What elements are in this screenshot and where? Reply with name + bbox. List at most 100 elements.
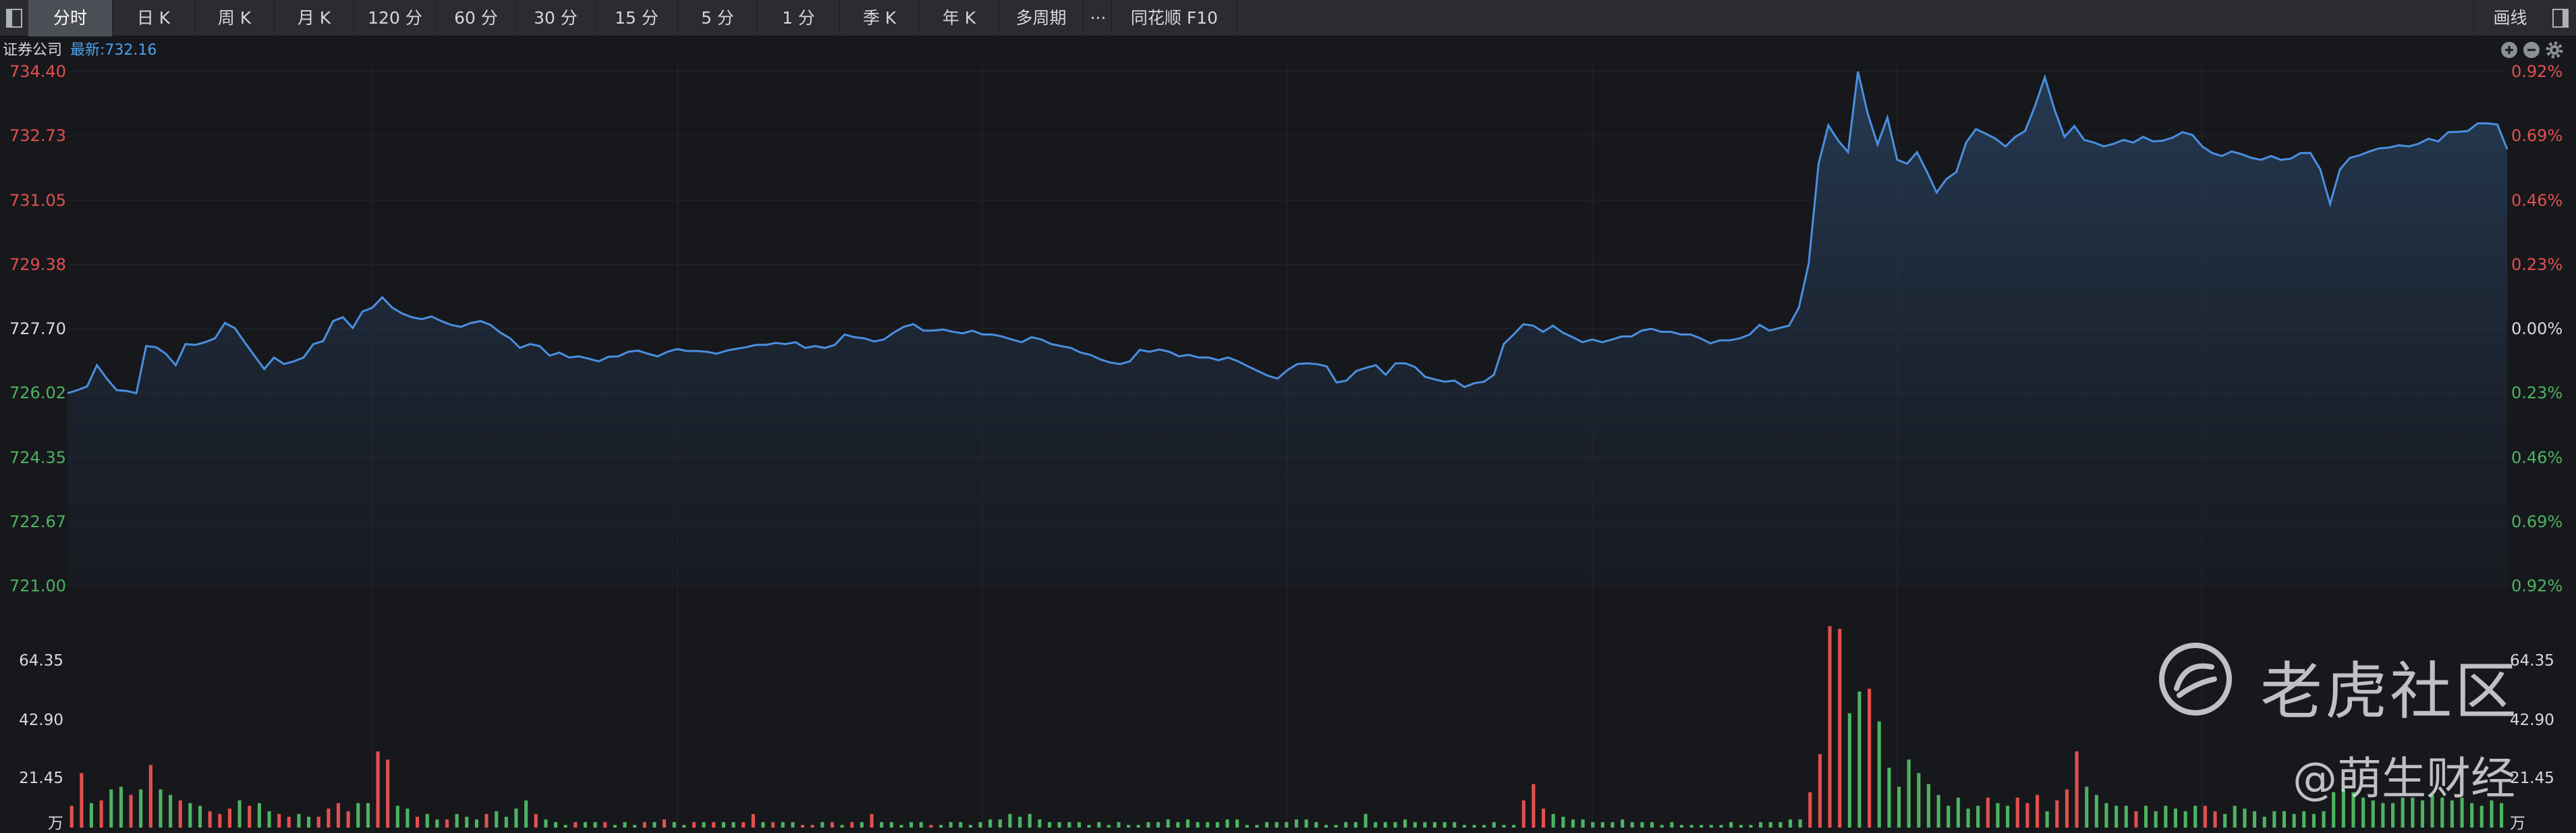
volume-bar — [474, 819, 478, 828]
volume-bar — [1868, 689, 1872, 828]
latest-price: 最新:732.16 — [70, 42, 157, 59]
volume-bar — [1295, 819, 1299, 828]
volume-bar — [672, 822, 676, 828]
volume-unit-label: 万 — [48, 815, 63, 832]
volume-bar — [1077, 822, 1081, 828]
volume-tick-label-right: 21.45 — [2510, 770, 2554, 787]
tab-1[interactable]: 日 K — [113, 0, 195, 36]
volume-bar — [1127, 825, 1131, 828]
tab-0[interactable]: 分时 — [28, 0, 113, 36]
volume-bar — [1304, 819, 1308, 828]
volume-bar — [395, 805, 399, 828]
percent-tick-label: 0.69% — [2511, 126, 2563, 146]
volume-bar — [99, 800, 103, 828]
volume-bar — [1393, 822, 1397, 828]
tab-5[interactable]: 60 分 — [437, 0, 516, 36]
volume-bar — [2312, 813, 2316, 828]
percent-tick-label: 0.92% — [2511, 576, 2563, 595]
volume-bar — [1156, 822, 1160, 828]
volume-bar — [1798, 819, 1802, 828]
volume-bar — [810, 825, 814, 828]
tiger-logo-icon — [2158, 641, 2233, 720]
volume-bar — [1008, 813, 1012, 828]
volume-bar — [2015, 797, 2019, 828]
volume-bar — [1087, 825, 1091, 828]
volume-bar — [2104, 803, 2108, 828]
volume-bar — [1779, 822, 1783, 828]
price-tick-label: 721.00 — [9, 576, 66, 595]
zoom-out-icon[interactable] — [2522, 41, 2541, 59]
watermark-author: @萌生财经 — [2293, 753, 2515, 805]
volume-bar — [1502, 825, 1506, 828]
tab-7[interactable]: 15 分 — [596, 0, 678, 36]
volume-bar — [1709, 825, 1713, 828]
zoom-in-icon[interactable] — [2500, 41, 2519, 59]
volume-bar — [2233, 805, 2237, 828]
volume-bar — [69, 805, 74, 828]
volume-bar — [2262, 816, 2266, 828]
volume-bar — [2045, 811, 2049, 828]
volume-bar — [1689, 825, 1693, 828]
volume-bar — [751, 813, 755, 828]
tab-3[interactable]: 月 K — [275, 0, 354, 36]
volume-bar — [978, 822, 982, 828]
volume-bar — [89, 803, 93, 828]
volume-bar — [2094, 795, 2098, 828]
volume-bar — [1887, 768, 1891, 828]
volume-bar — [1660, 825, 1664, 828]
tab-9[interactable]: 1 分 — [758, 0, 840, 36]
volume-bar — [663, 819, 667, 828]
volume-bar — [1551, 813, 1555, 828]
volume-bar — [1630, 822, 1634, 828]
volume-bar — [1462, 825, 1466, 828]
volume-bar — [1828, 626, 1832, 828]
volume-bar — [840, 825, 844, 828]
volume-bar — [1353, 822, 1357, 828]
volume-bar — [198, 805, 202, 828]
tab-12[interactable]: 多周期 — [999, 0, 1084, 36]
volume-bar — [1640, 822, 1644, 828]
volume-bar — [257, 803, 261, 828]
volume-bar — [2292, 813, 2296, 828]
volume-bar — [1403, 819, 1407, 828]
sidebar-toggle-icon[interactable] — [0, 0, 28, 36]
volume-bar — [366, 803, 370, 828]
tab-11[interactable]: 年 K — [920, 0, 999, 36]
volume-bar — [929, 825, 933, 828]
volume-bar — [1176, 822, 1180, 828]
tab-10[interactable]: 季 K — [840, 0, 920, 36]
tab-4[interactable]: 120 分 — [354, 0, 437, 36]
tab-2[interactable]: 周 K — [195, 0, 275, 36]
volume-bar — [2272, 811, 2276, 828]
volume-bar — [1700, 825, 1704, 828]
volume-bar — [1571, 819, 1575, 828]
volume-bar — [1966, 808, 1970, 828]
volume-bar — [563, 825, 567, 828]
volume-bar — [2253, 811, 2257, 828]
volume-bar — [1729, 822, 1733, 828]
volume-bar — [623, 822, 627, 828]
tab-8[interactable]: 5 分 — [678, 0, 758, 36]
volume-bar — [573, 822, 578, 828]
panel-toggle-icon[interactable] — [2546, 0, 2575, 36]
volume-bar — [712, 822, 716, 828]
volume-bar — [1600, 822, 1604, 828]
volume-bar — [2036, 795, 2040, 828]
volume-bar — [1670, 822, 1674, 828]
volume-bar — [484, 813, 488, 828]
volume-bar — [504, 816, 508, 828]
gear-icon[interactable] — [2545, 41, 2564, 59]
volume-bar — [1364, 813, 1368, 828]
tab-6[interactable]: 30 分 — [516, 0, 596, 36]
volume-bar — [919, 822, 923, 828]
volume-bar — [139, 789, 143, 828]
more-periods-button[interactable]: ··· — [1085, 0, 1112, 36]
draw-line-button[interactable]: 画线 — [2473, 0, 2546, 36]
volume-bar — [1146, 822, 1150, 828]
volume-tick-label: 42.90 — [19, 711, 63, 729]
volume-bar — [682, 825, 686, 828]
f10-button[interactable]: 同花顺 F10 — [1112, 0, 1237, 36]
volume-bar — [1808, 792, 1812, 828]
volume-bar — [1432, 822, 1436, 828]
volume-bar — [801, 825, 805, 828]
